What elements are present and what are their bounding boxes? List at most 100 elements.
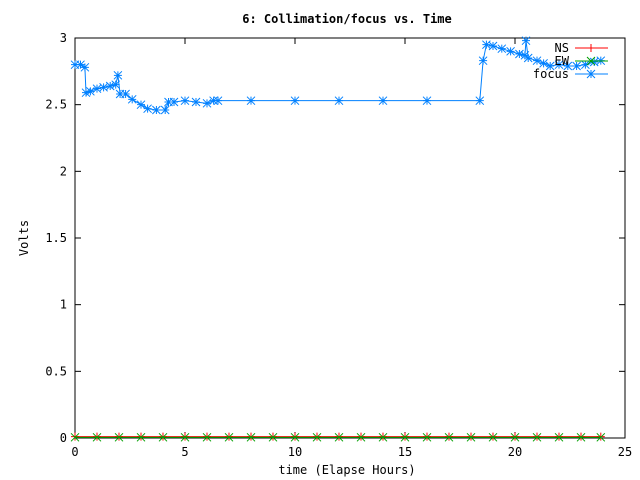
data-point (444, 432, 454, 442)
data-point (180, 96, 190, 106)
data-point (202, 432, 212, 442)
y-tick-label: 0.5 (45, 364, 67, 378)
data-point (290, 96, 300, 106)
data-point (158, 432, 168, 442)
data-point (572, 61, 581, 71)
series-ew (70, 432, 606, 442)
data-point (152, 105, 161, 115)
data-point (510, 432, 520, 442)
data-point (378, 432, 388, 442)
data-point (209, 96, 218, 106)
data-point (114, 432, 124, 442)
data-point (113, 70, 123, 80)
data-point (482, 40, 491, 50)
data-point (81, 88, 91, 98)
data-point (378, 96, 388, 106)
data-point (334, 96, 344, 106)
data-point (466, 432, 476, 442)
chart-title: 6: Collimation/focus vs. Time (242, 12, 452, 26)
data-point (334, 432, 344, 442)
data-point (136, 100, 146, 110)
legend-label-focus: focus (533, 67, 569, 81)
data-point (268, 432, 278, 442)
data-point (169, 97, 179, 107)
data-point (506, 46, 515, 56)
data-point (105, 81, 115, 91)
data-point (80, 62, 90, 72)
y-tick-label: 1.5 (45, 231, 67, 245)
legend-marker-ns (587, 44, 595, 52)
data-point (521, 36, 531, 46)
data-point (92, 84, 102, 94)
data-point (545, 61, 555, 71)
data-point (422, 432, 432, 442)
data-point (539, 58, 548, 68)
x-tick-label: 0 (71, 445, 78, 459)
y-axis-label: Volts (17, 220, 31, 256)
legend-marker-ew (586, 56, 596, 66)
axes: 0 5 10 15 20 25 0 0.5 1 1.5 2 2.5 3 (45, 31, 632, 459)
data-point (213, 96, 223, 106)
x-tick-label: 10 (288, 445, 302, 459)
data-point (121, 89, 130, 99)
data-point (290, 432, 300, 442)
data-point (478, 56, 488, 66)
x-axis-label: time (Elapse Hours) (278, 463, 415, 477)
data-point (224, 432, 234, 442)
y-tick-label: 3 (60, 31, 67, 45)
x-tick-label: 20 (508, 445, 522, 459)
data-point (488, 41, 498, 51)
data-point (497, 44, 507, 54)
data-point (164, 97, 173, 107)
data-point (143, 104, 152, 114)
x-tick-label: 5 (181, 445, 188, 459)
data-point (136, 432, 146, 442)
data-point (70, 60, 80, 70)
data-point (356, 432, 366, 442)
data-point (86, 86, 95, 96)
data-point (589, 57, 599, 67)
data-point (563, 61, 573, 71)
data-point (554, 432, 564, 442)
series-focus (70, 36, 606, 115)
data-point (532, 432, 542, 442)
data-point (554, 60, 564, 70)
data-point (76, 60, 85, 70)
legend-label-ns: NS (555, 41, 569, 55)
data-point (596, 432, 606, 442)
data-point (246, 96, 256, 106)
data-point (523, 53, 533, 63)
data-point (581, 60, 590, 70)
data-point (312, 432, 322, 442)
data-point (70, 432, 80, 442)
data-point (488, 432, 498, 442)
data-point (111, 80, 121, 90)
data-point (127, 94, 137, 104)
data-point (400, 432, 410, 442)
plot-frame (74, 37, 626, 439)
data-point (160, 105, 170, 115)
data-point (246, 432, 256, 442)
data-point (515, 49, 524, 59)
data-point (99, 82, 108, 92)
series-layer (70, 36, 606, 442)
legend-marker-focus (586, 69, 596, 79)
data-point (422, 96, 432, 106)
y-tick-label: 0 (60, 431, 67, 445)
data-point (92, 432, 102, 442)
data-point (202, 98, 212, 108)
data-point (576, 432, 586, 442)
legend-label-ew: EW (555, 54, 570, 68)
data-point (115, 89, 125, 99)
y-tick-label: 1 (60, 298, 67, 312)
y-tick-label: 2 (60, 164, 67, 178)
data-point (532, 56, 542, 66)
data-point (180, 432, 190, 442)
x-tick-label: 25 (618, 445, 632, 459)
x-tick-label: 15 (398, 445, 412, 459)
data-point (475, 96, 485, 106)
data-point (191, 97, 201, 107)
y-tick-label: 2.5 (45, 98, 67, 112)
